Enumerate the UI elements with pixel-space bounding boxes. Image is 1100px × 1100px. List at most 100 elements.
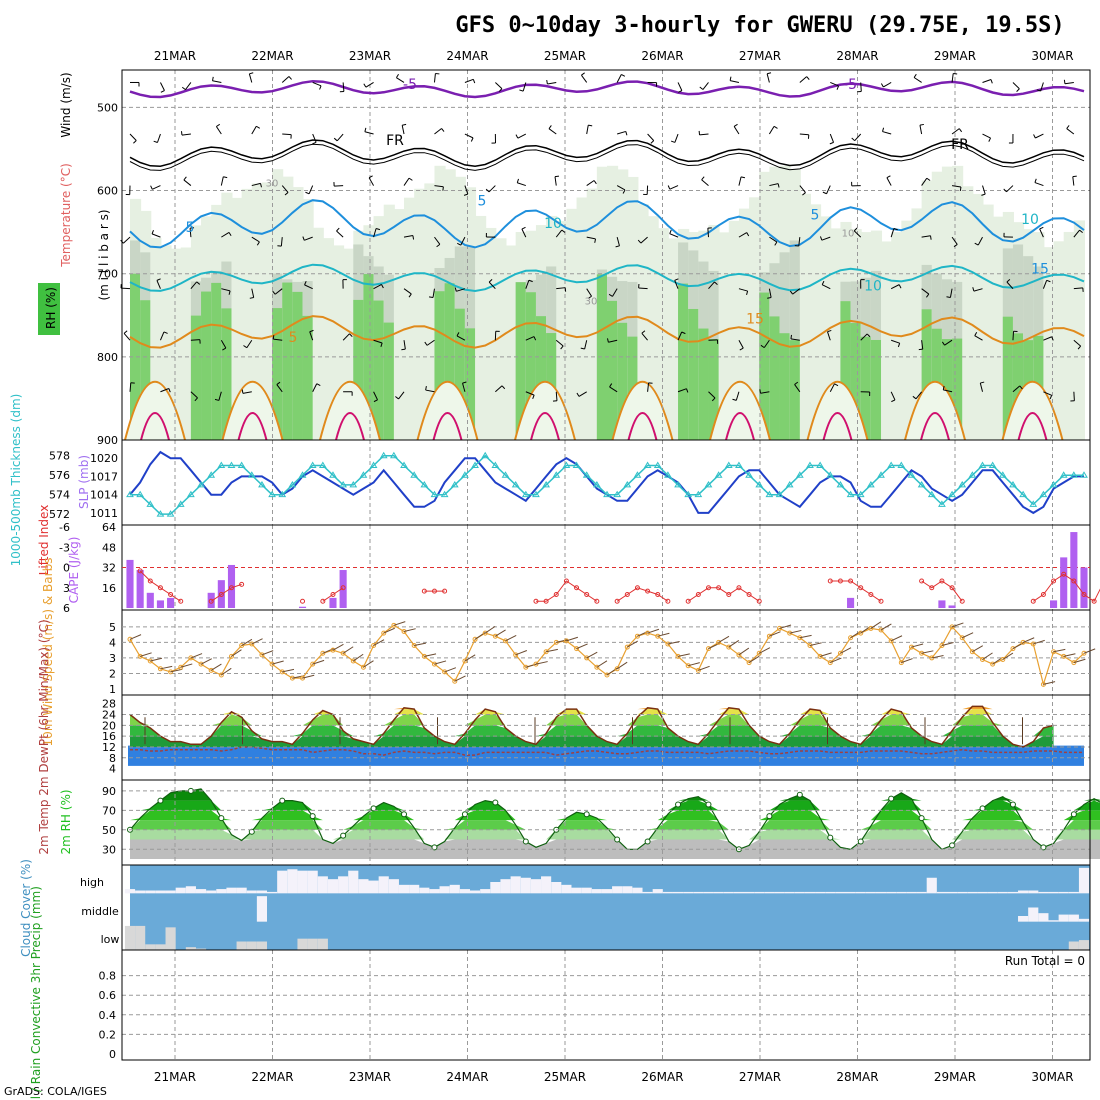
thickness-point (907, 471, 916, 478)
wind-barb-flag (926, 177, 931, 181)
lifted-index-point (300, 598, 306, 604)
wind-barb (220, 339, 227, 349)
wind-barb (641, 332, 648, 341)
wind-speed-point (1030, 641, 1036, 647)
cloud-bar-mid (1028, 907, 1039, 922)
wind-barb (433, 73, 436, 83)
rh-shade-green (860, 336, 872, 440)
wind-speed-point (563, 638, 569, 644)
rh-shade-light (404, 197, 416, 440)
wind-barb (798, 237, 801, 247)
rh-point (796, 791, 803, 798)
thickness-line (130, 454, 1084, 515)
wind-barb-flag (216, 123, 221, 127)
date-label-top: 21MAR (154, 49, 196, 63)
date-label-top: 28MAR (836, 49, 878, 63)
surface-wind-barb (231, 649, 242, 657)
thickness-point (126, 490, 134, 498)
cloud-bar-high (825, 891, 836, 894)
cloud-bar-high (287, 869, 298, 894)
cloud-bar-mid (1048, 920, 1059, 922)
wind-speed-point (1000, 656, 1006, 662)
thickness-point (146, 500, 155, 507)
thickness-point (136, 490, 145, 498)
rh-point (370, 805, 377, 812)
wind-barb (462, 382, 466, 392)
wind-barb-flag (990, 79, 993, 84)
rh-shade-green (698, 328, 710, 440)
wind-barb-flag (880, 83, 884, 88)
lifted-index-point (208, 598, 214, 604)
cape-ylabel: CAPE (J/kg) (67, 537, 81, 604)
wind-barb-flag (821, 280, 825, 285)
cloud-bar-low (246, 941, 257, 950)
wind-barb-flag (711, 397, 716, 402)
wind-barb-flag (958, 128, 963, 133)
wind-barb-flag (412, 235, 415, 240)
wind-barb-flag (1046, 279, 1051, 283)
surface-wind-barb (728, 639, 740, 648)
wind-barb (733, 126, 740, 135)
wind-barb (951, 128, 960, 135)
cape-tick: 64 (102, 521, 116, 534)
cape-bar (298, 606, 307, 608)
wind-barb (982, 185, 986, 195)
wind-barb (1006, 185, 1014, 193)
lifted-index-point (553, 592, 559, 597)
rh-shade-light (982, 204, 994, 440)
thickness-point (562, 461, 571, 468)
cloud-bar-mid (1078, 918, 1090, 922)
thickness-point (988, 461, 997, 468)
wind-speed-point (756, 650, 762, 656)
wind-barb-flag (767, 297, 772, 299)
wind-speed-point (705, 646, 711, 652)
cloud-bar-high (865, 891, 876, 894)
lifted-index-line (616, 587, 669, 602)
thickness-point (227, 461, 236, 468)
thickness-point (633, 471, 642, 478)
rh-shade-green (211, 282, 223, 440)
thickness-point (532, 490, 540, 498)
lifted-index-point (746, 592, 752, 597)
surface-wind-barb (738, 647, 750, 656)
wind-barb (151, 233, 161, 238)
wind-speed-point (198, 661, 204, 667)
wind-speed-point (178, 664, 184, 670)
wind-barb (707, 228, 709, 238)
wind-barb-flag (150, 185, 153, 190)
wind-speed-point (604, 672, 610, 678)
wind-barb-flag (368, 175, 373, 179)
cloud-bar-high (256, 890, 268, 894)
lifted-index-point (878, 598, 884, 604)
cloud-bar-high (683, 891, 694, 894)
li-tick: 6 (63, 602, 70, 615)
wind-barb (183, 179, 192, 186)
wind-barb-flag (516, 178, 520, 183)
rh-shade-green (130, 273, 142, 440)
wind-barb-flag (212, 76, 214, 81)
lifted-index-point (665, 598, 671, 604)
wind-barb (608, 339, 618, 343)
wind-barb (769, 236, 778, 243)
wind-barb (152, 185, 161, 190)
date-label-bottom: 23MAR (349, 1070, 391, 1084)
wind-speed-point (1010, 646, 1016, 652)
thickness-point (806, 461, 814, 468)
surface-wind-barb (556, 639, 569, 643)
lifted-index-point (1040, 592, 1046, 597)
wind-barb (396, 77, 405, 83)
wind-barb-flag (953, 244, 958, 248)
wind-barb (373, 284, 382, 290)
wind-barb (1073, 287, 1083, 290)
lifted-index-point (157, 585, 163, 591)
wind-barb (1073, 229, 1080, 238)
wind-barb-flag (678, 90, 683, 93)
wind-barb (190, 391, 198, 399)
surface-wind-barb (535, 661, 548, 665)
wind-barb (312, 383, 318, 392)
surface-wind-barb (870, 621, 882, 629)
rh-shade-light (180, 247, 192, 440)
wind-barb-flag (442, 186, 444, 191)
wind-barb (921, 340, 924, 350)
thickness-point (958, 480, 967, 488)
